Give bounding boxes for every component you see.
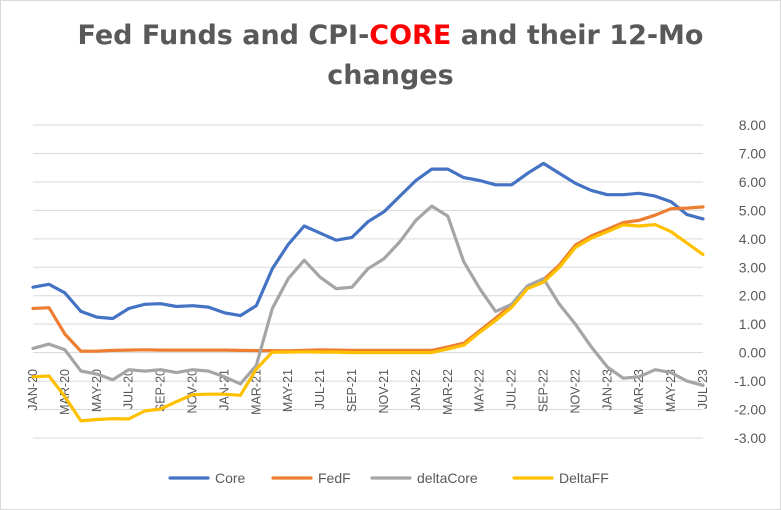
y-tick-label: 0.00 [739, 345, 766, 361]
y-tick-label: 5.00 [739, 202, 766, 218]
x-tick-label: MAY-22 [473, 369, 487, 412]
x-tick-label: NOV-20 [186, 369, 200, 414]
y-tick-label: 8.00 [739, 117, 766, 133]
title-line2: changes [327, 60, 454, 91]
legend-label-core: Core [215, 470, 246, 486]
x-tick-label: SEP-20 [154, 369, 168, 412]
x-axis: JAN-20 MAR-20 MAY-20 JUL-20 SEP-20 NOV-20 JAN-… [26, 369, 710, 415]
x-tick-label: SEP-21 [345, 369, 359, 412]
x-tick-label: JUL-20 [122, 369, 136, 409]
x-tick-label: SEP-22 [536, 369, 550, 412]
y-tick-label: 3.00 [739, 259, 766, 275]
series-line-fedf [31, 205, 705, 353]
x-tick-label: MAR-21 [249, 369, 263, 415]
x-tick-label: JUL-21 [313, 369, 327, 409]
legend: Core FedF deltaCore DeltaFF [168, 470, 609, 486]
x-tick-label: MAY-20 [90, 369, 104, 412]
y-tick-label: -2.00 [734, 402, 766, 418]
series-line-deltaff [31, 223, 705, 423]
title-part2: and their 12-Mo [451, 20, 704, 51]
title-part1: Fed Funds and CPI- [77, 20, 370, 51]
chart-title: Fed Funds and CPI-CORE and their 12-Mo c… [0, 16, 781, 96]
title-highlight: CORE [369, 20, 452, 51]
y-tick-label: -3.00 [734, 430, 766, 446]
legend-label-fedf: FedF [318, 470, 351, 486]
legend-label-deltaff: DeltaFF [559, 470, 609, 486]
legend-label-deltacore: deltaCore [417, 470, 478, 486]
x-tick-label: JAN-20 [26, 369, 40, 411]
y-tick-label: 4.00 [739, 231, 766, 247]
x-tick-label: NOV-21 [377, 369, 391, 414]
series-line-deltacore [31, 204, 705, 387]
y-tick-label: 6.00 [739, 174, 766, 190]
y-tick-label: 7.00 [739, 145, 766, 161]
x-tick-label: MAY-23 [664, 369, 678, 412]
y-axis: 8.00 7.00 6.00 5.00 4.00 3.00 2.00 1.00 0.00 -1.0… [734, 117, 766, 446]
x-tick-label: JAN-23 [600, 369, 614, 411]
y-tick-label: 1.00 [739, 316, 766, 332]
x-tick-label: JAN-22 [409, 369, 423, 411]
y-tick-label: -1.00 [734, 373, 766, 389]
series-line-core [31, 161, 705, 321]
x-tick-label: NOV-22 [568, 369, 582, 414]
x-tick-label: MAR-22 [441, 369, 455, 415]
series-lines [31, 161, 705, 423]
x-tick-label: MAR-23 [632, 369, 646, 415]
x-tick-label: JUL-23 [696, 369, 710, 409]
x-tick-label: JUL-22 [505, 369, 519, 409]
x-tick-label: MAY-21 [281, 369, 295, 412]
y-tick-label: 2.00 [739, 288, 766, 304]
